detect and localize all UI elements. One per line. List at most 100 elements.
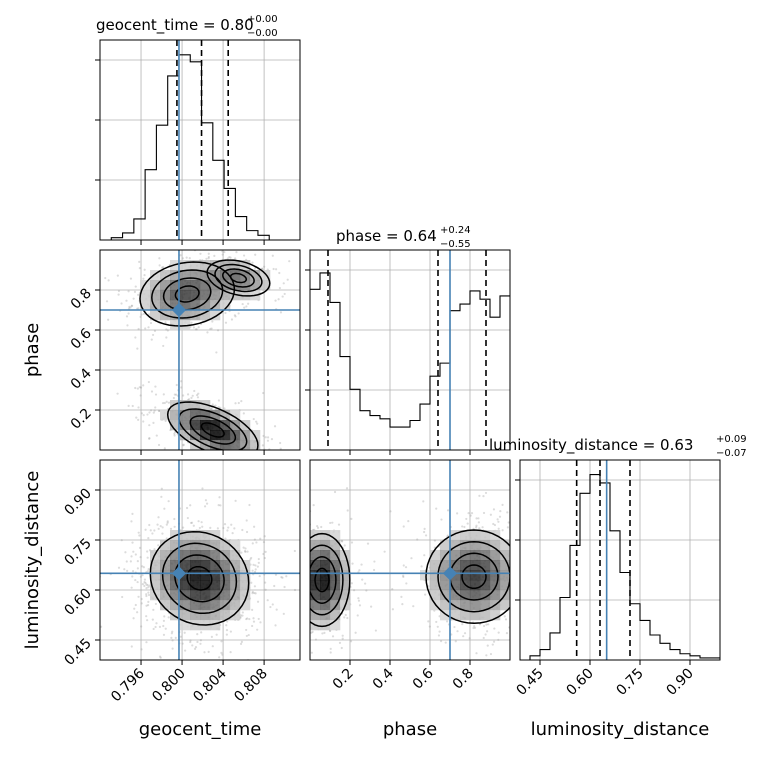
scatter-luminosity-distance-vs-geocent-time-point bbox=[161, 526, 164, 529]
scatter-luminosity-distance-vs-geocent-time-point bbox=[145, 615, 148, 618]
scatter-luminosity-distance-vs-geocent-time-point bbox=[145, 593, 148, 596]
xlabel-phase: phase bbox=[383, 719, 437, 740]
scatter-luminosity-distance-vs-geocent-time-point bbox=[100, 625, 103, 628]
scatter-luminosity-distance-vs-geocent-time-point bbox=[164, 627, 167, 630]
scatter-phase-vs-geocent-time-density-cell bbox=[200, 410, 211, 421]
scatter-luminosity-distance-vs-geocent-time-point bbox=[157, 544, 160, 547]
scatter-phase-vs-geocent-time-point bbox=[205, 257, 208, 260]
scatter-luminosity-distance-vs-phase-point bbox=[383, 550, 386, 553]
panel-luminosity-distance-vs-phase: 0.2 0.4 0.6 0.8 bbox=[309, 459, 511, 693]
scatter-luminosity-distance-vs-phase-point bbox=[497, 520, 500, 523]
scatter-luminosity-distance-vs-geocent-time-point bbox=[169, 527, 173, 530]
scatter-luminosity-distance-vs-geocent-time-point bbox=[253, 538, 256, 541]
scatter-luminosity-distance-vs-phase-point bbox=[358, 569, 361, 572]
scatter-luminosity-distance-vs-geocent-time-point bbox=[160, 487, 163, 490]
scatter-luminosity-distance-vs-phase-point bbox=[440, 518, 443, 521]
scatter-luminosity-distance-vs-geocent-time-point bbox=[239, 642, 243, 645]
scatter-phase-vs-geocent-time-point bbox=[224, 311, 227, 315]
scatter-luminosity-distance-vs-phase-point bbox=[350, 582, 353, 585]
scatter-phase-vs-geocent-time-point bbox=[154, 406, 157, 409]
scatter-phase-vs-geocent-time-point bbox=[154, 393, 158, 396]
scatter-luminosity-distance-vs-phase-density-cell bbox=[490, 590, 501, 601]
scatter-luminosity-distance-vs-geocent-time-point bbox=[253, 525, 256, 528]
scatter-luminosity-distance-vs-geocent-time-point bbox=[220, 651, 223, 654]
scatter-luminosity-distance-vs-geocent-time-density-cell bbox=[170, 550, 181, 561]
scatter-phase-vs-geocent-time-point bbox=[223, 407, 226, 410]
scatter-luminosity-distance-vs-phase-point bbox=[424, 593, 427, 596]
scatter-phase-vs-geocent-time-point bbox=[210, 407, 213, 410]
scatter-luminosity-distance-vs-phase-point bbox=[469, 514, 472, 517]
scatter-phase-vs-geocent-time-density-cell bbox=[180, 400, 191, 411]
scatter-phase-vs-geocent-time-point bbox=[149, 409, 153, 412]
scatter-luminosity-distance-vs-geocent-time-density-cell bbox=[220, 590, 231, 601]
scatter-luminosity-distance-vs-geocent-time-point bbox=[251, 590, 254, 593]
scatter-luminosity-distance-vs-phase-point bbox=[482, 511, 486, 515]
ylabel-luminosity-distance: luminosity_distance bbox=[22, 471, 43, 650]
scatter-phase-vs-geocent-time-density-cell bbox=[190, 300, 201, 311]
scatter-luminosity-distance-vs-geocent-time-density-cell bbox=[180, 560, 191, 571]
scatter-luminosity-distance-vs-phase-density-cell bbox=[480, 590, 491, 601]
scatter-phase-vs-geocent-time-point bbox=[157, 409, 161, 412]
scatter-luminosity-distance-vs-geocent-time-point bbox=[223, 523, 227, 526]
scatter-luminosity-distance-vs-geocent-time-point bbox=[205, 502, 209, 505]
scatter-luminosity-distance-vs-geocent-time-point bbox=[216, 527, 219, 530]
scatter-phase-vs-geocent-time-point bbox=[216, 329, 220, 332]
scatter-luminosity-distance-vs-geocent-time-point bbox=[163, 507, 166, 510]
scatter-phase-vs-geocent-time-point bbox=[182, 394, 185, 397]
scatter-phase-vs-geocent-time-point bbox=[143, 268, 146, 271]
scatter-phase-vs-geocent-time-point bbox=[197, 326, 200, 329]
scatter-phase-vs-geocent-time-density-cell bbox=[200, 280, 211, 291]
scatter-luminosity-distance-vs-phase-point bbox=[456, 512, 459, 515]
scatter-luminosity-distance-vs-geocent-time-density-cell bbox=[220, 570, 231, 581]
scatter-luminosity-distance-vs-geocent-time-point bbox=[293, 588, 297, 592]
scatter-luminosity-distance-vs-geocent-time-point bbox=[245, 628, 248, 632]
scatter-luminosity-distance-vs-phase-density-cell bbox=[500, 540, 510, 551]
scatter-phase-vs-geocent-time-point bbox=[261, 444, 264, 447]
scatter-phase-vs-geocent-time-point bbox=[278, 271, 281, 275]
scatter-luminosity-distance-vs-geocent-time-point bbox=[157, 516, 160, 519]
scatter-phase-vs-geocent-time-density-cell bbox=[170, 280, 181, 291]
scatter-luminosity-distance-vs-geocent-time-point bbox=[193, 647, 197, 650]
scatter-phase-vs-geocent-time-point bbox=[140, 313, 143, 316]
scatter-luminosity-distance-vs-phase-point bbox=[473, 626, 477, 629]
scatter-luminosity-distance-vs-geocent-time-density-cell bbox=[170, 590, 181, 601]
scatter-phase-vs-geocent-time-density-cell bbox=[150, 310, 161, 321]
scatter-phase-vs-geocent-time-point bbox=[255, 420, 258, 423]
scatter-luminosity-distance-vs-geocent-time-point bbox=[189, 521, 193, 525]
scatter-phase-vs-geocent-time-point bbox=[193, 389, 196, 393]
scatter-luminosity-distance-vs-geocent-time-point bbox=[146, 583, 149, 587]
scatter-luminosity-distance-vs-phase-point bbox=[473, 625, 476, 628]
scatter-phase-vs-geocent-time-density-cell bbox=[230, 270, 241, 281]
scatter-luminosity-distance-vs-phase-density-cell bbox=[450, 540, 461, 551]
scatter-luminosity-distance-vs-geocent-time-density-cell bbox=[160, 550, 171, 561]
scatter-phase-vs-geocent-time-density-cell bbox=[190, 280, 201, 291]
scatter-luminosity-distance-vs-geocent-time-point bbox=[231, 531, 234, 535]
scatter-luminosity-distance-vs-phase-point bbox=[370, 605, 373, 608]
scatter-phase-vs-geocent-time-point bbox=[188, 257, 191, 260]
scatter-luminosity-distance-vs-geocent-time-point bbox=[145, 641, 148, 644]
scatter-luminosity-distance-vs-geocent-time-point bbox=[241, 528, 244, 532]
scatter-phase-vs-geocent-time-point bbox=[226, 257, 229, 260]
scatter-luminosity-distance-vs-geocent-time-point bbox=[151, 532, 154, 535]
scatter-luminosity-distance-vs-geocent-time-point bbox=[274, 624, 277, 627]
scatter-phase-vs-geocent-time-density-cell bbox=[250, 270, 261, 281]
scatter-luminosity-distance-vs-phase-density-cell bbox=[460, 600, 471, 611]
scatter-luminosity-distance-vs-geocent-time-point bbox=[241, 614, 244, 617]
scatter-phase-vs-geocent-time-density-cell bbox=[210, 290, 221, 301]
scatter-luminosity-distance-vs-geocent-time-point bbox=[157, 527, 160, 530]
scatter-luminosity-distance-vs-phase-density-cell bbox=[450, 550, 461, 561]
scatter-luminosity-distance-vs-geocent-time-point bbox=[146, 556, 149, 559]
scatter-phase-vs-geocent-time-point bbox=[153, 329, 157, 333]
scatter-luminosity-distance-vs-phase-density-cell bbox=[430, 580, 441, 591]
scatter-phase-vs-geocent-time-point bbox=[130, 304, 133, 308]
scatter-phase-vs-geocent-time-point bbox=[217, 405, 220, 409]
scatter-luminosity-distance-vs-phase-content bbox=[310, 460, 510, 660]
scatter-phase-vs-geocent-time-point bbox=[148, 313, 151, 316]
scatter-phase-vs-geocent-time-point bbox=[160, 266, 164, 269]
scatter-luminosity-distance-vs-phase-density-cell bbox=[500, 570, 510, 581]
scatter-phase-vs-geocent-time-point bbox=[254, 267, 257, 270]
scatter-luminosity-distance-vs-geocent-time-density-cell bbox=[210, 600, 221, 611]
scatter-luminosity-distance-vs-phase-point bbox=[402, 564, 405, 567]
scatter-luminosity-distance-vs-phase-point bbox=[475, 652, 478, 655]
scatter-luminosity-distance-vs-geocent-time-point bbox=[191, 644, 194, 647]
